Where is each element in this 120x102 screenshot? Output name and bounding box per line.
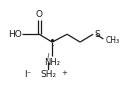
Text: I⁻: I⁻ [24,70,32,79]
Text: HO: HO [8,30,21,39]
Text: +: + [61,70,67,76]
Text: S: S [94,30,100,39]
Text: SH₂: SH₂ [40,70,57,79]
Text: O: O [36,10,43,19]
Text: CH₃: CH₃ [105,36,119,45]
Text: NH₂: NH₂ [44,58,60,67]
Text: ·: · [50,40,54,53]
Text: I: I [47,53,50,62]
